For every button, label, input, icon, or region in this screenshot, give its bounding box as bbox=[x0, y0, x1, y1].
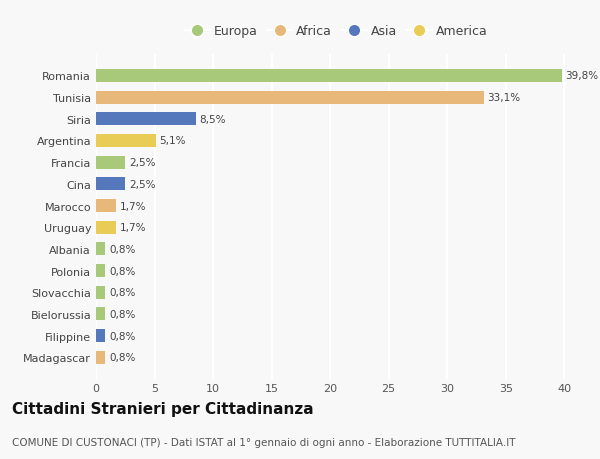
Text: 0,8%: 0,8% bbox=[109, 331, 135, 341]
Bar bbox=[96, 330, 106, 342]
Bar bbox=[96, 243, 106, 256]
Bar bbox=[96, 113, 196, 126]
Text: 0,8%: 0,8% bbox=[109, 288, 135, 297]
Text: COMUNE DI CUSTONACI (TP) - Dati ISTAT al 1° gennaio di ogni anno - Elaborazione : COMUNE DI CUSTONACI (TP) - Dati ISTAT al… bbox=[12, 437, 515, 447]
Bar bbox=[96, 308, 106, 321]
Text: 33,1%: 33,1% bbox=[487, 93, 520, 103]
Text: 5,1%: 5,1% bbox=[159, 136, 186, 146]
Bar bbox=[96, 91, 484, 104]
Text: 0,8%: 0,8% bbox=[109, 266, 135, 276]
Text: 1,7%: 1,7% bbox=[119, 201, 146, 211]
Bar bbox=[96, 200, 116, 213]
Bar bbox=[96, 134, 156, 148]
Text: 0,8%: 0,8% bbox=[109, 309, 135, 319]
Text: 0,8%: 0,8% bbox=[109, 353, 135, 363]
Text: Cittadini Stranieri per Cittadinanza: Cittadini Stranieri per Cittadinanza bbox=[12, 401, 314, 416]
Legend: Europa, Africa, Asia, America: Europa, Africa, Asia, America bbox=[182, 22, 490, 40]
Text: 8,5%: 8,5% bbox=[199, 115, 226, 124]
Bar bbox=[96, 221, 116, 234]
Text: 39,8%: 39,8% bbox=[565, 71, 599, 81]
Bar bbox=[96, 178, 125, 191]
Bar bbox=[96, 264, 106, 277]
Bar bbox=[96, 70, 562, 83]
Text: 2,5%: 2,5% bbox=[129, 179, 155, 190]
Text: 1,7%: 1,7% bbox=[119, 223, 146, 233]
Bar bbox=[96, 157, 125, 169]
Bar bbox=[96, 351, 106, 364]
Bar bbox=[96, 286, 106, 299]
Text: 2,5%: 2,5% bbox=[129, 158, 155, 168]
Text: 0,8%: 0,8% bbox=[109, 244, 135, 254]
